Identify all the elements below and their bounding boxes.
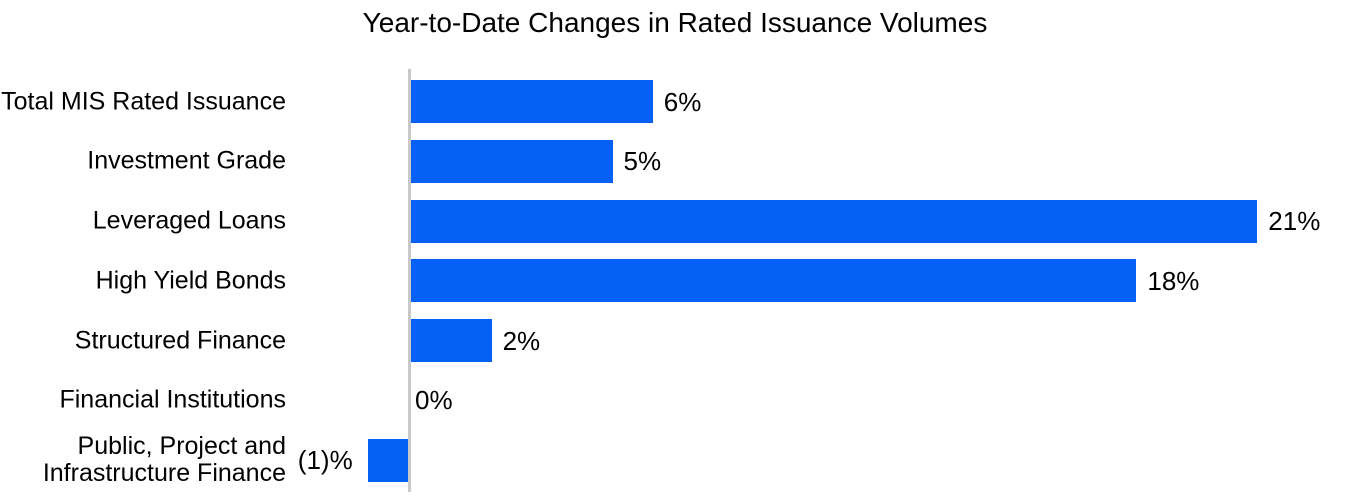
value-label: 18% — [1147, 265, 1200, 296]
chart-title: Year-to-Date Changes in Rated Issuance V… — [362, 7, 988, 38]
value-label: 21% — [1268, 206, 1321, 236]
y-axis-line — [408, 69, 411, 492]
category-label: Public, Project and Infrastructure Finan… — [42, 432, 286, 487]
bar — [411, 199, 1258, 243]
category-label: High Yield Bonds — [95, 266, 286, 295]
value-label: 0% — [415, 385, 453, 416]
category-label: Structured Finance — [74, 326, 286, 354]
bar — [411, 259, 1137, 303]
bar — [411, 319, 492, 362]
value-label: 6% — [663, 86, 702, 117]
value-label: 2% — [502, 325, 541, 356]
category-label: Financial Institutions — [59, 385, 286, 414]
bar — [411, 139, 613, 183]
category-label: Investment Grade — [87, 146, 286, 175]
category-label: Total MIS Rated Issuance — [1, 87, 286, 115]
category-label: Leveraged Loans — [92, 206, 286, 235]
bar — [411, 80, 653, 123]
value-label: 5% — [623, 146, 662, 177]
bar — [367, 438, 408, 482]
value-label: (1)% — [297, 445, 353, 475]
